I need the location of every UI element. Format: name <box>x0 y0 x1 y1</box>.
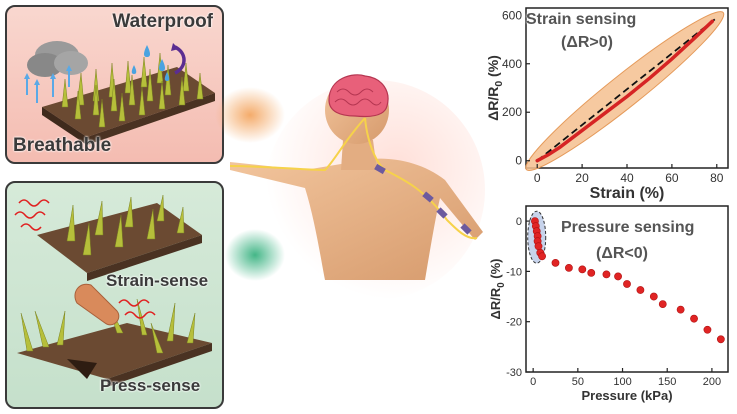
pressure-data-point <box>703 325 712 334</box>
waterproof-breathable-panel: Waterproof Breathable <box>5 5 224 164</box>
pressure-sensing-chart: 0 50 100 150 200 0 -10 -20 -30 Pressure (kPa) ΔR… <box>488 205 729 403</box>
x-tick-label: 60 <box>665 171 679 185</box>
breathable-label: Breathable <box>13 135 112 156</box>
x-tick-label: 200 <box>703 376 721 388</box>
pressure-data-point <box>534 242 543 251</box>
signal-wave-icon <box>14 199 50 231</box>
pressure-data-point <box>587 269 596 277</box>
air-flow-arrow-icon <box>26 69 70 103</box>
strain-fit-line <box>536 16 718 162</box>
strain-axis-ticks: 0 20 40 60 80 0 200 400 600 <box>502 8 724 185</box>
pressure-data-point <box>538 252 546 261</box>
strain-spikes <box>66 194 185 256</box>
pressure-chart-subtitle: (ΔR<0) <box>596 245 648 262</box>
waterproof-label: Waterproof <box>112 11 213 32</box>
strain-reference-line <box>536 16 718 162</box>
strain-chart-title: Strain sensing <box>526 11 637 28</box>
x-tick-label: 0 <box>534 171 541 185</box>
pressure-data-point <box>636 286 645 294</box>
pressure-data-point <box>649 292 658 301</box>
pressure-data-point <box>578 265 587 274</box>
press-membrane <box>17 323 212 379</box>
x-tick-label: 40 <box>620 171 634 185</box>
waterproof-membrane-illustration <box>24 41 215 145</box>
pressure-data-series <box>531 217 725 344</box>
strain-chart-subtitle: (ΔR>0) <box>561 34 613 51</box>
sensing-illustration <box>14 194 212 387</box>
x-tick-label: 20 <box>575 171 589 185</box>
strain-series-line <box>535 19 715 163</box>
pressure-data-point <box>676 305 685 314</box>
pressure-axis-ticks: 0 50 100 150 200 0 -10 -20 -30 <box>506 216 721 388</box>
water-droplet-icon <box>131 45 170 81</box>
pressure-data-point <box>658 300 667 308</box>
brain-icon <box>328 74 389 118</box>
x-tick-label: 0 <box>530 376 536 388</box>
sensor-patch-icon <box>374 163 472 235</box>
x-tick-label: 100 <box>613 376 631 388</box>
human-body-illustration <box>229 74 485 300</box>
y-tick-label: 0 <box>515 154 522 168</box>
finger-icon <box>74 283 120 326</box>
y-tick-label: -30 <box>506 367 522 379</box>
torso <box>230 158 483 280</box>
pressure-data-point <box>623 280 631 288</box>
pressure-data-point <box>614 272 622 281</box>
strain-x-axis-label: Strain (%) <box>590 185 665 202</box>
pressure-data-point <box>716 335 725 344</box>
pressure-data-point <box>602 270 611 279</box>
x-tick-label: 50 <box>572 376 584 388</box>
pressure-data-point <box>551 258 560 267</box>
strain-data-series <box>535 19 715 163</box>
press-sense-label: Press-sense <box>100 376 201 395</box>
pressure-data-point <box>565 263 573 272</box>
y-tick-label: -10 <box>506 266 522 278</box>
strain-y-axis-label: ΔR/R0 (%) <box>485 55 505 121</box>
pressure-plot-frame <box>525 205 729 373</box>
y-tick-label: -20 <box>506 317 522 329</box>
y-axis-label-text: ΔR/R0 (%) <box>485 55 505 121</box>
pressure-y-axis-label: ΔR/R0 (%) <box>488 258 507 319</box>
membrane-surface <box>42 67 215 137</box>
x-tick-label: 80 <box>710 171 724 185</box>
strain-sensing-chart: 0 20 40 60 80 0 200 400 600 Strain (%) ΔR/R0 (%) <box>485 7 729 202</box>
y-axis-label-text: ΔR/R0 (%) <box>488 258 507 319</box>
strain-sense-label: Strain-sense <box>106 271 209 290</box>
y-tick-label: 600 <box>502 8 522 22</box>
y-tick-label: 400 <box>502 57 522 71</box>
pressure-x-axis-label: Pressure (kPa) <box>581 388 672 403</box>
nerve-pathway <box>229 117 478 240</box>
cloud-icon <box>27 41 88 77</box>
sensing-mode-panel: Strain-sense Press-sense <box>5 181 224 409</box>
x-tick-label: 150 <box>658 376 676 388</box>
pressure-chart-title: Pressure sensing <box>561 219 695 236</box>
pressure-data-point <box>690 314 698 323</box>
y-tick-label: 200 <box>502 105 522 119</box>
y-tick-label: 0 <box>516 216 522 228</box>
